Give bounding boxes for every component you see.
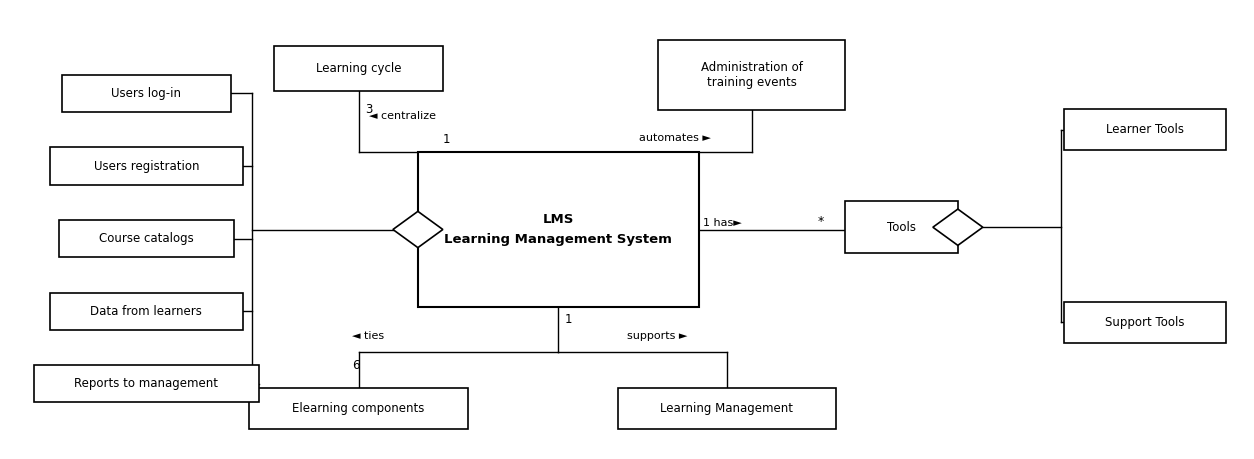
- Text: Learning Management: Learning Management: [661, 402, 794, 415]
- Text: Data from learners: Data from learners: [90, 305, 202, 318]
- Text: 1 has►: 1 has►: [702, 218, 741, 228]
- FancyBboxPatch shape: [250, 388, 468, 429]
- FancyBboxPatch shape: [1063, 109, 1226, 150]
- Text: ◄ centralize: ◄ centralize: [369, 111, 435, 121]
- Text: Users registration: Users registration: [94, 160, 199, 173]
- Text: Learning cycle: Learning cycle: [316, 62, 401, 75]
- FancyBboxPatch shape: [59, 220, 233, 257]
- FancyBboxPatch shape: [50, 147, 243, 185]
- Text: 1: 1: [564, 313, 572, 326]
- Polygon shape: [933, 209, 983, 246]
- Text: *: *: [818, 215, 824, 228]
- FancyBboxPatch shape: [845, 201, 958, 253]
- FancyBboxPatch shape: [63, 75, 231, 112]
- FancyBboxPatch shape: [275, 46, 443, 91]
- Text: supports ►: supports ►: [627, 330, 687, 341]
- Text: Tools: Tools: [887, 221, 917, 234]
- Polygon shape: [393, 211, 443, 248]
- Text: LMS: LMS: [543, 213, 574, 226]
- Text: 1: 1: [443, 133, 450, 146]
- Text: Reports to management: Reports to management: [74, 377, 218, 390]
- FancyBboxPatch shape: [618, 388, 836, 429]
- Text: Administration of
training events: Administration of training events: [701, 62, 803, 90]
- Text: 6: 6: [352, 359, 360, 372]
- Text: Course catalogs: Course catalogs: [99, 232, 193, 245]
- FancyBboxPatch shape: [50, 292, 243, 330]
- FancyBboxPatch shape: [658, 40, 845, 111]
- Text: Learning Management System: Learning Management System: [444, 233, 672, 246]
- Text: Users log-in: Users log-in: [112, 87, 182, 100]
- Text: automates ►: automates ►: [640, 134, 711, 143]
- Text: 3: 3: [365, 103, 372, 116]
- Text: Elearning components: Elearning components: [292, 402, 425, 415]
- FancyBboxPatch shape: [1063, 302, 1226, 343]
- Text: ◄ ties: ◄ ties: [352, 330, 385, 341]
- FancyBboxPatch shape: [418, 152, 698, 307]
- FancyBboxPatch shape: [34, 365, 258, 402]
- Text: Learner Tools: Learner Tools: [1106, 123, 1184, 136]
- Text: Support Tools: Support Tools: [1105, 316, 1185, 329]
